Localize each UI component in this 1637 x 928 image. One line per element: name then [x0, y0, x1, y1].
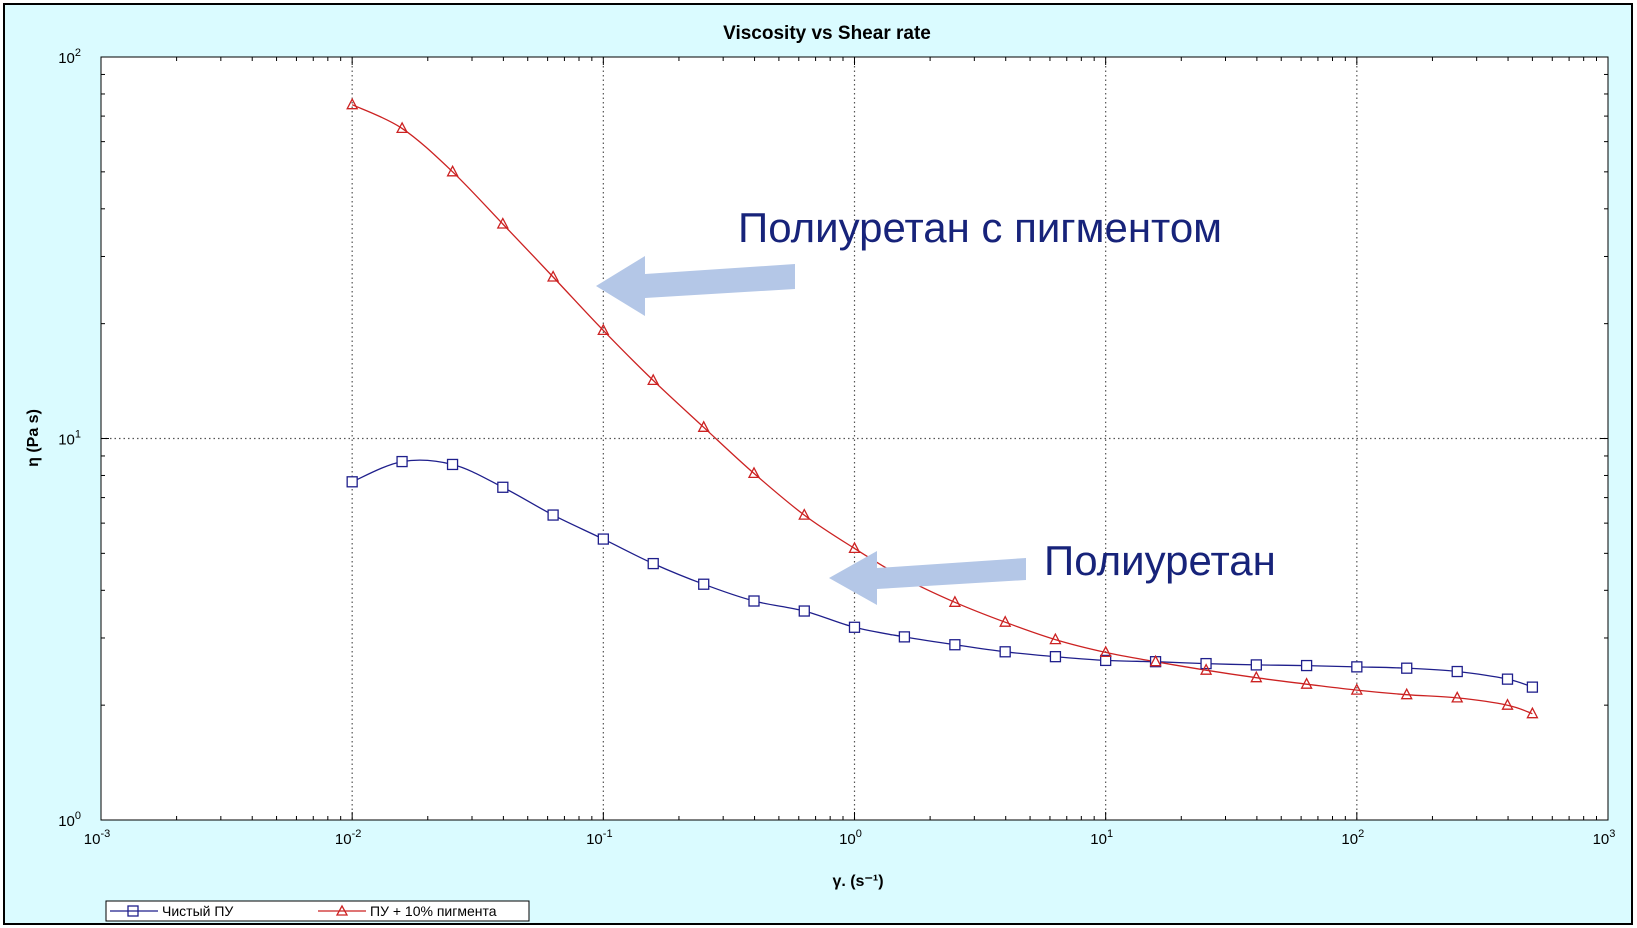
data-point-square	[698, 578, 710, 590]
data-point-triangle	[798, 508, 811, 520]
x-tick-label: 102	[1341, 828, 1364, 848]
data-point-triangle	[1049, 632, 1062, 645]
data-point-triangle	[597, 323, 610, 336]
data-point-triangle	[1526, 706, 1539, 719]
data-point-square	[848, 621, 861, 633]
data-point-triangle	[1451, 691, 1464, 703]
legend-marker-pigment	[335, 904, 349, 916]
legend-label-pu: Чистый ПУ	[162, 903, 233, 919]
data-point-triangle	[446, 164, 459, 177]
data-point-triangle	[647, 373, 660, 386]
data-point-square	[1351, 661, 1363, 673]
data-point-square	[1049, 651, 1062, 663]
legend: Чистый ПУ ПУ + 10% пигмента	[105, 900, 530, 922]
data-point-triangle	[396, 121, 409, 134]
data-point-triangle	[697, 420, 710, 432]
x-tick-label: 10-1	[586, 828, 612, 848]
data-point-triangle	[1350, 683, 1363, 695]
data-point-triangle	[1250, 670, 1263, 683]
data-point-triangle	[346, 97, 359, 110]
series-markers	[346, 97, 1539, 719]
y-tick-label: 102	[58, 47, 81, 67]
y-tick-label: 101	[58, 429, 81, 449]
x-tick-label: 103	[1593, 828, 1616, 848]
data-point-square	[346, 476, 358, 488]
y-tick-labels: 100 101 102	[58, 47, 81, 830]
data-point-square	[547, 509, 559, 521]
data-point-square	[1451, 665, 1463, 678]
data-point-square	[1501, 673, 1514, 685]
data-point-triangle	[747, 466, 761, 479]
x-axis-label: γ. (s⁻¹)	[832, 873, 883, 890]
y-axis-label: η (Pa s)	[25, 409, 42, 467]
legend-marker-pu	[127, 905, 139, 917]
annotation-pigment: Полиуретан с пигментом	[738, 204, 1222, 251]
gridlines	[101, 57, 1608, 820]
data-point-square	[597, 533, 609, 545]
data-point-square	[1526, 681, 1539, 693]
data-point-triangle	[1200, 663, 1213, 675]
arrow-pigment	[596, 256, 795, 316]
data-point-triangle	[848, 541, 861, 554]
arrow-pu	[829, 551, 1026, 605]
y-tick-label: 100	[58, 810, 81, 830]
data-point-square	[1250, 659, 1262, 671]
data-point-triangle	[1099, 645, 1112, 658]
chart-title: Viscosity vs Shear rate	[723, 23, 931, 44]
data-point-triangle	[496, 217, 509, 229]
axis-ticks	[100, 57, 1608, 821]
data-point-square	[898, 631, 911, 643]
x-tick-label: 10-3	[84, 828, 110, 848]
data-point-triangle	[1149, 654, 1162, 667]
legend-label-pigment: ПУ + 10% пигмента	[370, 903, 497, 919]
data-point-square	[748, 595, 760, 607]
data-point-square	[999, 646, 1011, 658]
data-point-square	[497, 481, 509, 493]
legend-box	[105, 900, 530, 922]
x-tick-label: 10-2	[335, 828, 361, 848]
data-point-triangle	[999, 615, 1012, 627]
data-point-square	[1401, 662, 1413, 674]
data-point-square	[1300, 659, 1313, 672]
x-tick-label: 101	[1090, 828, 1113, 848]
data-point-square	[949, 639, 961, 651]
x-tick-labels: 10-3 10-2 10-1 100 101 102 103	[84, 828, 1616, 848]
data-point-triangle	[1400, 687, 1413, 700]
data-point-triangle	[1501, 698, 1514, 710]
data-point-triangle	[948, 595, 961, 607]
annotation-pu: Полиуретан	[1044, 537, 1276, 584]
data-point-triangle	[1300, 677, 1313, 689]
data-point-square	[798, 605, 810, 617]
data-point-square	[396, 455, 408, 468]
data-point-square	[1100, 654, 1112, 667]
x-tick-label: 100	[839, 828, 862, 848]
data-point-square	[446, 458, 459, 471]
data-point-triangle	[547, 270, 560, 282]
data-point-square	[647, 557, 659, 570]
